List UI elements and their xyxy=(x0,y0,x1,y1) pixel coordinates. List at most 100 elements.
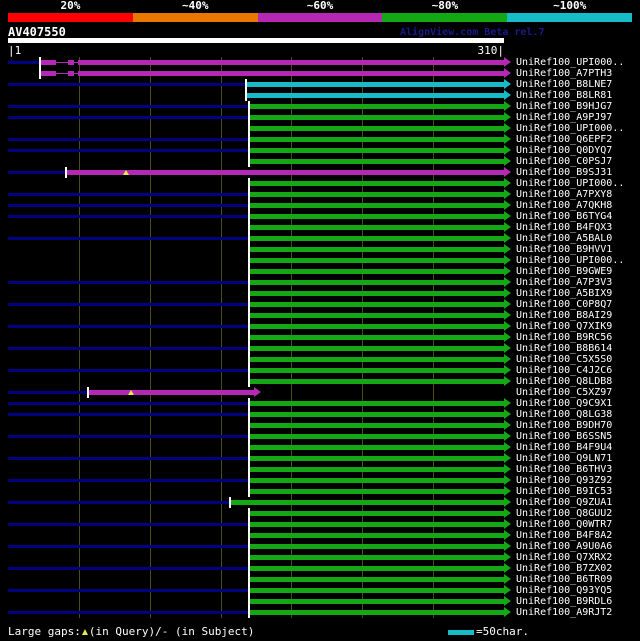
alignment-row[interactable] xyxy=(8,552,511,563)
alignment-row[interactable] xyxy=(8,409,511,420)
alignment-row[interactable] xyxy=(8,200,511,211)
hit-label[interactable]: UniRef100_A7P3V3 xyxy=(516,277,613,288)
hit-label[interactable]: UniRef100_C5XZ97 xyxy=(516,387,613,398)
hsp-bar[interactable] xyxy=(248,269,504,274)
alignment-row[interactable] xyxy=(8,442,511,453)
hit-label[interactable]: UniRef100_B9RDL6 xyxy=(516,596,613,607)
alignment-row[interactable] xyxy=(8,431,511,442)
hsp-bar[interactable] xyxy=(248,192,504,197)
alignment-row[interactable] xyxy=(8,233,511,244)
hsp-bar[interactable] xyxy=(248,555,504,560)
hsp-bar[interactable] xyxy=(229,500,504,505)
hsp-bar[interactable] xyxy=(248,236,504,241)
alignment-row[interactable] xyxy=(8,79,511,90)
hsp-bar[interactable] xyxy=(248,599,504,604)
alignment-row[interactable] xyxy=(8,101,511,112)
hsp-bar[interactable] xyxy=(248,368,504,373)
hit-label[interactable]: UniRef100_A9RJT2 xyxy=(516,607,613,618)
hsp-bar[interactable] xyxy=(68,71,74,76)
hsp-bar[interactable] xyxy=(248,456,504,461)
hsp-bar[interactable] xyxy=(248,544,504,549)
alignment-row[interactable] xyxy=(8,387,504,398)
hit-label[interactable]: UniRef100_A7PXY8 xyxy=(516,189,613,200)
hit-label[interactable]: UniRef100_Q93YQ5 xyxy=(516,585,613,596)
hit-label[interactable]: UniRef100_B6SSN5 xyxy=(516,431,613,442)
hit-label[interactable]: UniRef100_B9HVV1 xyxy=(516,244,613,255)
alignment-row[interactable] xyxy=(8,607,511,618)
alignment-row[interactable] xyxy=(8,519,511,530)
alignment-row[interactable] xyxy=(8,277,511,288)
hsp-bar[interactable] xyxy=(248,434,504,439)
hsp-bar[interactable] xyxy=(248,357,504,362)
hit-label[interactable]: UniRef100_B9RC56 xyxy=(516,332,613,343)
hit-label[interactable]: UniRef100_B9SJ31 xyxy=(516,167,613,178)
alignment-row[interactable] xyxy=(8,486,511,497)
hit-label[interactable]: UniRef100_Q0WTR7 xyxy=(516,519,613,530)
hsp-bar[interactable] xyxy=(248,247,504,252)
alignment-row[interactable] xyxy=(8,541,511,552)
hit-label[interactable]: UniRef100_Q7XRX2 xyxy=(516,552,613,563)
hsp-bar[interactable] xyxy=(248,324,504,329)
hsp-bar[interactable] xyxy=(248,214,504,219)
hsp-bar[interactable] xyxy=(248,137,504,142)
hit-label[interactable]: UniRef100_UPI000.. xyxy=(516,255,625,266)
hsp-bar[interactable] xyxy=(248,225,504,230)
hit-label[interactable]: UniRef100_C5X5S0 xyxy=(516,354,613,365)
hit-label[interactable]: UniRef100_Q9C9X1 xyxy=(516,398,613,409)
hsp-bar[interactable] xyxy=(248,467,504,472)
alignment-row[interactable] xyxy=(8,354,511,365)
hsp-bar[interactable] xyxy=(248,115,504,120)
hsp-bar[interactable] xyxy=(248,313,504,318)
hsp-bar[interactable] xyxy=(248,401,504,406)
hit-label[interactable]: UniRef100_Q0DYQ7 xyxy=(516,145,613,156)
alignment-row[interactable] xyxy=(8,508,511,519)
hsp-bar[interactable] xyxy=(245,93,504,98)
alignment-row[interactable] xyxy=(8,222,511,233)
hit-label[interactable]: UniRef100_C0P8Q7 xyxy=(516,299,613,310)
hsp-bar[interactable] xyxy=(78,60,504,65)
alignment-row[interactable] xyxy=(8,464,511,475)
hsp-bar[interactable] xyxy=(248,104,504,109)
hit-label[interactable]: UniRef100_B4FQX3 xyxy=(516,222,613,233)
hit-label[interactable]: UniRef100_UPI000.. xyxy=(516,57,625,68)
alignment-row[interactable] xyxy=(8,156,511,167)
hsp-bar[interactable] xyxy=(248,203,504,208)
hit-label[interactable]: UniRef100_Q9LN71 xyxy=(516,453,613,464)
hit-label[interactable]: UniRef100_Q8GUU2 xyxy=(516,508,613,519)
alignment-row[interactable] xyxy=(8,68,511,79)
alignment-row[interactable] xyxy=(8,189,511,200)
hit-label[interactable]: UniRef100_B8AI29 xyxy=(516,310,613,321)
hit-label[interactable]: UniRef100_B6TR09 xyxy=(516,574,613,585)
hit-label[interactable]: UniRef100_B6THV3 xyxy=(516,464,613,475)
alignment-row[interactable] xyxy=(8,321,511,332)
hsp-bar[interactable] xyxy=(248,588,504,593)
alignment-row[interactable] xyxy=(8,134,511,145)
alignment-row[interactable] xyxy=(8,288,511,299)
hit-label[interactable]: UniRef100_UPI000.. xyxy=(516,123,625,134)
hsp-bar[interactable] xyxy=(248,522,504,527)
alignment-row[interactable] xyxy=(8,453,511,464)
alignment-row[interactable] xyxy=(8,167,511,178)
hit-label[interactable]: UniRef100_C0PSJ7 xyxy=(516,156,613,167)
alignment-row[interactable] xyxy=(8,574,511,585)
hit-label[interactable]: UniRef100_B7ZX02 xyxy=(516,563,613,574)
hit-label[interactable]: UniRef100_B9IC53 xyxy=(516,486,613,497)
hit-label[interactable]: UniRef100_A9PJ97 xyxy=(516,112,613,123)
alignment-row[interactable] xyxy=(8,57,511,68)
alignment-row[interactable] xyxy=(8,112,511,123)
hsp-bar[interactable] xyxy=(39,71,56,76)
alignment-row[interactable] xyxy=(8,145,511,156)
hsp-bar[interactable] xyxy=(248,126,504,131)
hit-label[interactable]: UniRef100_Q7XIK9 xyxy=(516,321,613,332)
hit-label[interactable]: UniRef100_A5BIX9 xyxy=(516,288,613,299)
hsp-bar[interactable] xyxy=(248,489,504,494)
hit-label[interactable]: UniRef100_Q8LG38 xyxy=(516,409,613,420)
alignment-row[interactable] xyxy=(8,299,511,310)
hit-label[interactable]: UniRef100_B6TYG4 xyxy=(516,211,613,222)
hsp-bar[interactable] xyxy=(248,346,504,351)
hsp-bar[interactable] xyxy=(248,302,504,307)
alignment-row[interactable] xyxy=(8,211,511,222)
hit-label[interactable]: UniRef100_Q6EPF2 xyxy=(516,134,613,145)
hsp-bar[interactable] xyxy=(78,71,504,76)
alignment-row[interactable] xyxy=(8,376,511,387)
